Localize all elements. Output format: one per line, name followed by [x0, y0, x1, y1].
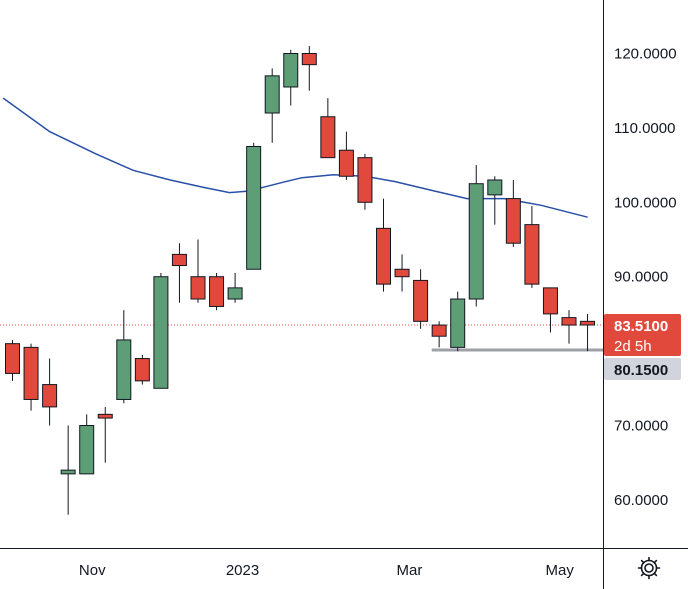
price-axis[interactable]: 60.000070.000080.000090.0000100.0000110.… — [614, 46, 677, 509]
level-price-tag — [604, 357, 681, 380]
candle-body — [23, 346, 39, 400]
candle — [23, 343, 39, 411]
candle-body — [450, 298, 466, 348]
candle-body — [431, 324, 447, 337]
candle — [376, 198, 391, 292]
candle — [450, 291, 466, 352]
level-price-label: 80.1500 — [614, 362, 668, 379]
candle-body — [246, 146, 262, 270]
candle-body — [580, 320, 596, 326]
countdown-label: 2d 5h — [614, 338, 652, 355]
price-tick-label: 60.0000 — [614, 492, 668, 509]
time-tick-label: 2023 — [226, 562, 259, 579]
candle — [97, 406, 113, 463]
candle — [413, 269, 429, 329]
candle — [171, 243, 187, 303]
candle-body — [487, 179, 503, 196]
candle — [209, 272, 225, 311]
candle — [487, 176, 503, 225]
price-tick-label: 110.0000 — [614, 120, 675, 137]
candle-body — [542, 287, 558, 315]
candle — [227, 272, 243, 303]
candle — [190, 239, 206, 303]
candles-layer — [5, 46, 596, 515]
time-tick-label: Mar — [397, 562, 423, 579]
candle-body — [171, 253, 187, 267]
candle — [580, 313, 596, 352]
candle-body — [320, 116, 336, 159]
candle-body — [97, 413, 113, 419]
candle — [153, 272, 169, 389]
candle — [60, 425, 76, 515]
candle — [42, 358, 58, 426]
candle — [301, 46, 317, 91]
time-axis[interactable]: Nov 2023 Mar May — [79, 562, 574, 579]
time-tick-label: Nov — [79, 562, 106, 579]
candle-body — [190, 276, 206, 300]
candle — [283, 49, 299, 106]
candle-body — [227, 287, 243, 300]
candle-body — [468, 183, 484, 300]
settings-gear-icon[interactable] — [636, 555, 662, 581]
moving-average-line — [2, 97, 588, 218]
candle-body — [42, 384, 58, 408]
candle — [542, 287, 558, 333]
candle — [561, 310, 577, 344]
candle-body — [60, 469, 76, 475]
candle — [246, 142, 262, 270]
candle — [505, 179, 521, 247]
time-tick-label: May — [546, 562, 575, 579]
candle-body — [134, 358, 150, 382]
candle-body — [301, 53, 317, 66]
candle-body — [209, 276, 225, 307]
candle-body — [338, 149, 354, 177]
last-price-label: 83.5100 — [614, 318, 668, 335]
candle — [134, 354, 150, 385]
candle — [79, 414, 95, 475]
candle — [431, 321, 447, 348]
candle — [394, 254, 410, 292]
moving-average-layer — [2, 97, 588, 218]
price-tick-label: 120.0000 — [614, 46, 677, 63]
candle-body — [283, 53, 299, 88]
price-tick-label: 100.0000 — [614, 194, 677, 211]
candle-body — [153, 276, 169, 389]
price-tick-label: 70.0000 — [614, 418, 668, 435]
candle — [320, 98, 336, 159]
candle-body — [264, 75, 280, 114]
candle-body — [524, 224, 540, 285]
candle-body — [376, 227, 391, 285]
candle — [524, 206, 540, 288]
candle — [338, 131, 354, 180]
candle-body — [505, 198, 521, 244]
candle — [5, 339, 20, 381]
price-tick-label: 90.0000 — [614, 269, 668, 286]
price-tags: 83.5100 2d 5h 80.1500 — [604, 313, 681, 380]
candle-body — [79, 425, 95, 475]
candle — [264, 68, 280, 143]
candle-body — [116, 339, 132, 400]
candle — [468, 165, 484, 307]
candle — [116, 310, 132, 404]
candle-body — [5, 343, 20, 374]
candle-body — [357, 157, 373, 203]
candle-body — [413, 279, 429, 322]
last-price-tag — [604, 313, 681, 356]
candle-body — [561, 317, 577, 326]
level-line-layer — [0, 324, 603, 352]
candle — [357, 153, 373, 210]
candle-body — [394, 268, 410, 278]
